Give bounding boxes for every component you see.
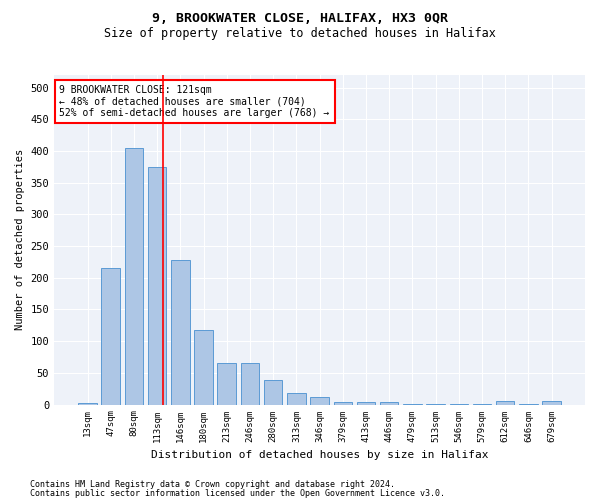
Bar [125, 148, 143, 405]
Bar [78, 402, 97, 404]
Text: Contains public sector information licensed under the Open Government Licence v3: Contains public sector information licen… [30, 488, 445, 498]
X-axis label: Distribution of detached houses by size in Halifax: Distribution of detached houses by size … [151, 450, 488, 460]
Text: 9, BROOKWATER CLOSE, HALIFAX, HX3 0QR: 9, BROOKWATER CLOSE, HALIFAX, HX3 0QR [152, 12, 448, 26]
Bar [496, 401, 514, 404]
Bar [542, 402, 561, 404]
Text: Size of property relative to detached houses in Halifax: Size of property relative to detached ho… [104, 28, 496, 40]
Text: 9 BROOKWATER CLOSE: 121sqm
← 48% of detached houses are smaller (704)
52% of sem: 9 BROOKWATER CLOSE: 121sqm ← 48% of deta… [59, 85, 330, 118]
Bar [380, 402, 398, 404]
Bar [264, 380, 283, 404]
Bar [287, 393, 305, 404]
Bar [310, 397, 329, 404]
Y-axis label: Number of detached properties: Number of detached properties [15, 149, 25, 330]
Text: Contains HM Land Registry data © Crown copyright and database right 2024.: Contains HM Land Registry data © Crown c… [30, 480, 395, 489]
Bar [357, 402, 375, 404]
Bar [148, 167, 166, 404]
Bar [241, 364, 259, 405]
Bar [334, 402, 352, 404]
Bar [194, 330, 213, 404]
Bar [101, 268, 120, 404]
Bar [217, 364, 236, 405]
Bar [171, 260, 190, 404]
